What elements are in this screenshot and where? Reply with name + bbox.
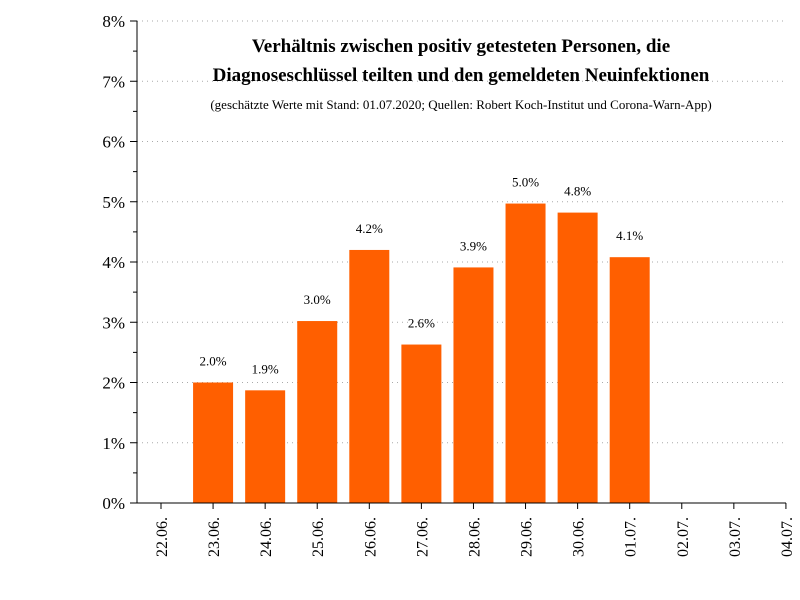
gridlines	[137, 20, 786, 444]
data-label: 3.9%	[460, 238, 487, 253]
bar	[245, 390, 286, 503]
axes	[130, 20, 787, 509]
x-tick-label: 24.06.	[258, 517, 275, 557]
chart-subtitle: (geschätzte Werte mit Stand: 01.07.2020;…	[210, 97, 711, 112]
x-tick-label: 01.07.	[623, 517, 640, 557]
x-tick-label: 22.06.	[154, 517, 171, 557]
y-tick-label: 1%	[102, 434, 125, 453]
x-tick-label: 28.06.	[466, 517, 483, 557]
data-label: 4.1%	[616, 228, 643, 243]
bar	[557, 212, 598, 503]
y-tick-label: 5%	[102, 193, 125, 212]
y-tick-labels: 0% 1% 2% 3% 4% 5% 6% 7% 8%	[102, 12, 125, 513]
y-tick-label: 7%	[102, 72, 125, 91]
bar	[401, 344, 442, 503]
bar	[297, 321, 338, 503]
y-tick-label: 0%	[102, 494, 125, 513]
data-label: 5.0%	[512, 175, 539, 190]
y-tick-label: 8%	[102, 12, 125, 31]
data-labels: 2.0% 1.9% 3.0% 4.2% 2.6% 3.9% 5.0% 4.8% 4.1%	[200, 175, 644, 377]
chart-title-line-1: Verhältnis zwischen positiv getesteten P…	[252, 36, 670, 57]
x-tick-label: 03.07.	[727, 517, 744, 557]
x-tick-label: 26.06.	[362, 517, 379, 557]
x-tick-label: 27.06.	[414, 517, 431, 557]
data-label: 3.0%	[304, 292, 331, 307]
x-tick-label: 23.06.	[206, 517, 223, 557]
bar	[193, 382, 234, 503]
x-tick-labels: 22.06. 23.06. 24.06. 25.06. 26.06. 27.06. 28.0…	[154, 517, 796, 557]
y-tick-label: 6%	[102, 133, 125, 152]
x-tick-label: 29.06.	[519, 517, 536, 557]
y-tick-label: 2%	[102, 374, 125, 393]
y-tick-label: 4%	[102, 253, 125, 272]
x-tick-label: 25.06.	[310, 517, 327, 557]
bar	[505, 203, 546, 503]
data-label: 4.2%	[356, 221, 383, 236]
data-label: 1.9%	[252, 361, 279, 376]
x-tick-label: 04.07.	[779, 517, 796, 557]
data-label: 2.0%	[200, 354, 227, 369]
chart-title-line-2: Diagnoseschlüssel teilten und den gemeld…	[213, 65, 710, 86]
bar	[453, 267, 494, 503]
x-tick-label: 30.06.	[571, 517, 588, 557]
x-tick-label: 02.07.	[675, 517, 692, 557]
bar	[349, 249, 390, 503]
y-tick-label: 3%	[102, 313, 125, 332]
bar	[609, 257, 650, 503]
bars	[193, 203, 650, 503]
data-label: 4.8%	[564, 184, 591, 199]
data-label: 2.6%	[408, 316, 435, 331]
